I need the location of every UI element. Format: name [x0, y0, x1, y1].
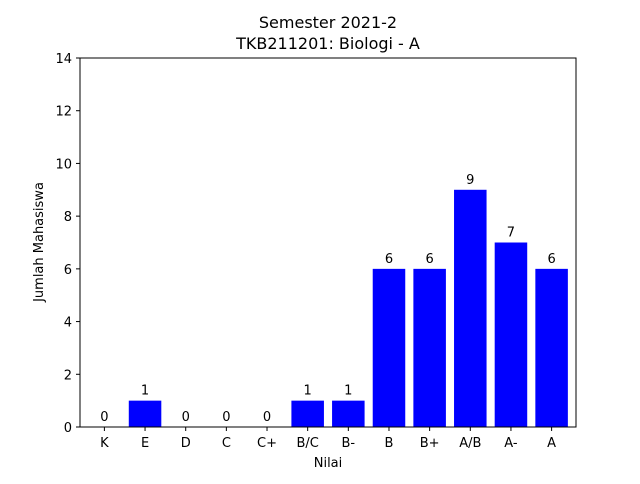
bar-value-label-A-: 7	[507, 226, 515, 241]
bars-layer	[128, 189, 568, 427]
x-tick-label-B/C: B/C	[296, 436, 318, 451]
y-tick-label-8: 8	[64, 210, 72, 225]
x-tick-label-A/B: A/B	[459, 436, 481, 451]
chart-title: Semester 2021-2	[259, 13, 397, 32]
bar-value-label-C+: 0	[263, 410, 271, 425]
bar-B-	[332, 400, 365, 427]
y-tick-label-10: 10	[55, 157, 72, 172]
bar-value-label-A: 6	[547, 252, 555, 267]
bar-B+	[413, 268, 446, 427]
x-tick-label-K: K	[100, 436, 109, 451]
bar-B	[372, 268, 406, 427]
bar-labels-layer: 0 1 0 0 0 1 1 6 6 9 7 6	[100, 173, 555, 425]
bar-A	[535, 268, 568, 427]
plot-frame	[79, 57, 577, 428]
y-axis-label: Jumlah Mahasiswa	[32, 182, 47, 303]
x-axis: K E D C C+ B/C B- B B+ A/B A- A	[100, 427, 556, 451]
chart-subtitle: TKB211201: Biologi - A	[235, 34, 420, 53]
x-tick-label-C: C	[222, 436, 231, 451]
x-tick-label-C+: C+	[257, 436, 277, 451]
bar-value-label-B-: 1	[344, 384, 352, 399]
y-axis: 0 2 4 6 8 10 12 14	[55, 52, 80, 436]
x-tick-label-E: E	[141, 436, 149, 451]
y-tick-label-0: 0	[64, 421, 72, 436]
bar-A/B	[454, 189, 487, 427]
x-tick-label-B-: B-	[342, 436, 356, 451]
y-tick-label-4: 4	[64, 316, 72, 331]
x-tick-label-A: A	[547, 436, 556, 451]
x-tick-label-D: D	[181, 436, 191, 451]
x-axis-label: Nilai	[314, 456, 343, 471]
y-tick-label-12: 12	[55, 105, 72, 120]
bar-value-label-E: 1	[141, 384, 149, 399]
bar-value-label-D: 0	[182, 410, 190, 425]
bar-value-label-B+: 6	[425, 252, 433, 267]
x-tick-label-B+: B+	[420, 436, 440, 451]
bar-value-label-C: 0	[222, 410, 230, 425]
bar-A-	[494, 242, 528, 427]
bar-E	[128, 400, 162, 427]
y-tick-label-2: 2	[64, 368, 72, 383]
y-tick-label-6: 6	[64, 263, 72, 278]
bar-value-label-B/C: 1	[304, 384, 312, 399]
x-tick-label-A-: A-	[504, 436, 518, 451]
bar-value-label-A/B: 9	[466, 173, 474, 188]
y-tick-label-14: 14	[55, 52, 72, 67]
bar-value-label-K: 0	[100, 410, 108, 425]
x-tick-label-B: B	[385, 436, 394, 451]
bar-B/C	[291, 400, 324, 427]
bar-value-label-B: 6	[385, 252, 393, 267]
